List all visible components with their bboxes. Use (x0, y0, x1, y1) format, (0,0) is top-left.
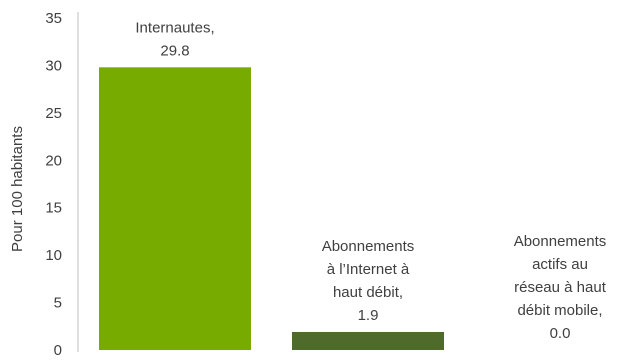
data-label-line: 29.8 (160, 42, 189, 59)
y-tick-label: 5 (54, 295, 62, 312)
data-label-1: Internautes, 29.8 (135, 19, 214, 59)
bar-1 (99, 67, 251, 350)
y-tick-label: 35 (45, 10, 62, 27)
data-label-line: à l’Internet à (327, 261, 410, 278)
y-tick-label: 25 (45, 105, 62, 122)
y-tick-label: 15 (45, 200, 62, 217)
data-label-line: Abonnements (322, 238, 415, 255)
bars (99, 67, 444, 350)
bar-2 (292, 331, 444, 350)
data-label-line: 1.9 (358, 307, 379, 324)
y-tick-label: 10 (45, 247, 62, 264)
data-label-line: Internautes, (135, 19, 214, 36)
data-label-line: Abonnements (514, 233, 607, 250)
y-tick-label: 0 (54, 342, 62, 358)
data-labels: Internautes, 29.8 Abonnements à l’Internet … (135, 19, 606, 342)
y-axis-label: Pour 100 habitants (9, 126, 26, 252)
y-tick-label: 30 (45, 57, 62, 74)
data-label-line: 0.0 (550, 325, 571, 342)
y-axis-ticks: 0 5 10 15 20 25 30 35 (45, 10, 62, 359)
data-label-line: actifs au (532, 256, 588, 273)
data-label-line: débit mobile, (517, 302, 602, 319)
data-label-line: haut débit, (333, 284, 403, 301)
data-label-3: Abonnements actifs au réseau à haut débit m… (514, 233, 607, 342)
y-tick-label: 20 (45, 152, 62, 169)
data-label-2: Abonnements à l’Internet à haut débit, 1.9 (322, 238, 415, 324)
data-label-line: réseau à haut (514, 279, 607, 296)
